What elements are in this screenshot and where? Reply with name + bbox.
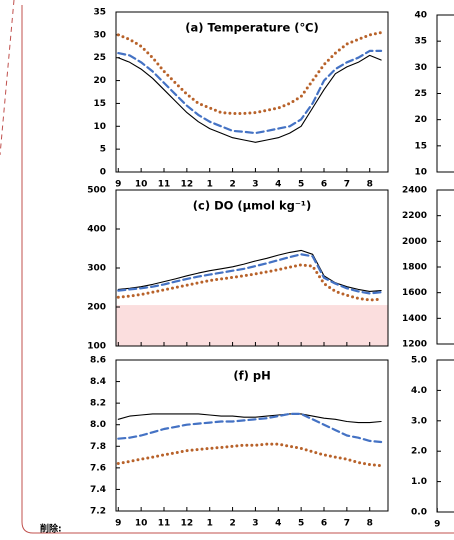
x-tick-label: 4 bbox=[275, 519, 281, 529]
y-tick-label: 7.8 bbox=[90, 442, 106, 452]
y-tick-label: 0.0 bbox=[411, 508, 427, 518]
y-tick-label: 7.4 bbox=[90, 485, 106, 495]
deletion-label: 削除: bbox=[40, 523, 62, 535]
y-tick-label: 100 bbox=[87, 342, 106, 352]
y-tick-label: 8.6 bbox=[90, 356, 106, 366]
y-tick-label: 25 bbox=[414, 89, 427, 99]
y-tick-label: 15 bbox=[93, 99, 106, 109]
plot-frame bbox=[115, 11, 389, 173]
data-line bbox=[117, 412, 383, 444]
x-tick-label: 9 bbox=[115, 519, 121, 529]
y-tick-label: 300 bbox=[87, 264, 106, 274]
x-tick-label: 2 bbox=[229, 180, 235, 190]
y-tick-label: 1800 bbox=[402, 263, 427, 273]
x-tick-label: 3 bbox=[252, 519, 258, 529]
x-tick-label: 11 bbox=[158, 180, 171, 190]
data-line bbox=[117, 49, 383, 135]
y-tick-label: 1400 bbox=[402, 314, 427, 324]
x-tick-label: 7 bbox=[344, 180, 350, 190]
y-tick-label: 40 bbox=[414, 11, 427, 21]
comment-border bbox=[21, 5, 454, 534]
x-tick-label: 1 bbox=[207, 180, 213, 190]
x-tick-label: 7 bbox=[344, 519, 350, 529]
x-tick-label: 9 bbox=[115, 180, 121, 190]
y-tick-label: 2.0 bbox=[411, 447, 427, 457]
y-tick-label: 35 bbox=[414, 37, 427, 47]
data-line bbox=[117, 54, 382, 143]
data-line bbox=[116, 442, 383, 468]
x-tick-label: 8 bbox=[367, 180, 373, 190]
x-tick-label: 5 bbox=[298, 519, 304, 529]
x-tick-label: 1 bbox=[207, 519, 213, 529]
x-tick-label: 12 bbox=[181, 519, 194, 529]
y-tick-label: 8.0 bbox=[90, 420, 106, 430]
comment-connector bbox=[0, 0, 15, 156]
y-tick-label: 2200 bbox=[402, 211, 427, 221]
x-tick-label: 11 bbox=[158, 519, 171, 529]
y-tick-label: 35 bbox=[93, 8, 106, 18]
data-line bbox=[116, 263, 383, 302]
plot-frame bbox=[436, 359, 454, 513]
x-tick-label: 10 bbox=[135, 180, 148, 190]
y-tick-label: 0 bbox=[100, 168, 106, 178]
y-tick-label: 1.0 bbox=[411, 477, 427, 487]
x-tick-label: 6 bbox=[321, 519, 327, 529]
x-tick-label: 2 bbox=[229, 519, 235, 529]
x-tick-label: 5 bbox=[298, 180, 304, 190]
y-tick-label: 500 bbox=[87, 186, 106, 196]
y-tick-label: 30 bbox=[93, 30, 106, 40]
x-tick-label: 4 bbox=[275, 180, 281, 190]
y-tick-label: 3.0 bbox=[411, 416, 427, 426]
y-tick-label: 8.4 bbox=[90, 377, 106, 387]
x-tick-label: 12 bbox=[181, 180, 194, 190]
shaded-range bbox=[116, 305, 388, 346]
y-tick-label: 1600 bbox=[402, 288, 427, 298]
y-tick-label: 200 bbox=[87, 303, 106, 313]
y-tick-label: 20 bbox=[414, 115, 427, 125]
x-tick-label: 6 bbox=[321, 180, 327, 190]
y-tick-label: 2000 bbox=[402, 237, 427, 247]
data-line bbox=[117, 413, 382, 424]
x-tick-label: 8 bbox=[367, 519, 373, 529]
y-tick-label: 400 bbox=[87, 225, 106, 235]
x-tick-label: 3 bbox=[252, 180, 258, 190]
plot-frame bbox=[115, 359, 389, 512]
y-tick-label: 4.0 bbox=[411, 386, 427, 396]
y-tick-label: 2400 bbox=[402, 186, 427, 196]
y-tick-label: 15 bbox=[414, 141, 427, 151]
chart-title: (a) Temperature (℃) bbox=[185, 21, 318, 35]
y-tick-label: 10 bbox=[93, 122, 106, 132]
y-tick-label: 5.0 bbox=[411, 356, 427, 366]
chart-title: (c) DO (μmol kg⁻¹) bbox=[193, 199, 311, 213]
y-tick-label: 25 bbox=[93, 53, 106, 63]
y-tick-label: 7.2 bbox=[90, 507, 106, 517]
y-tick-label: 10 bbox=[414, 168, 427, 178]
y-tick-label: 30 bbox=[414, 63, 427, 73]
data-line bbox=[116, 31, 383, 115]
y-tick-label: 1200 bbox=[402, 340, 427, 350]
data-line bbox=[117, 253, 383, 295]
y-tick-label: 5 bbox=[100, 145, 106, 155]
y-tick-label: 8.2 bbox=[90, 399, 106, 409]
chart-title: (f) pH bbox=[233, 369, 270, 383]
x-tick-label: 9 bbox=[434, 520, 440, 530]
y-tick-label: 7.6 bbox=[90, 463, 106, 473]
x-tick-label: 10 bbox=[135, 519, 148, 529]
y-tick-label: 20 bbox=[93, 76, 106, 86]
